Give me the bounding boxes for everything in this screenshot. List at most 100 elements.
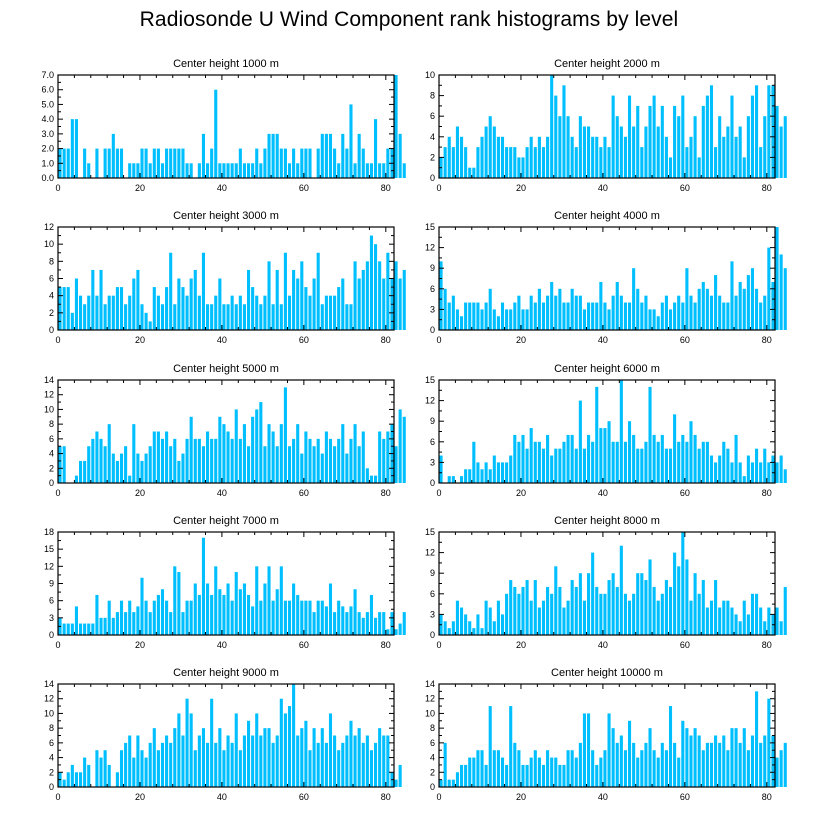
bar-rank-15 <box>119 600 124 635</box>
bar-rank-60 <box>685 441 689 483</box>
bar-rank-70 <box>345 612 349 635</box>
bar-rank-39 <box>599 281 603 330</box>
bar-rank-31 <box>566 302 570 330</box>
bar-rank-22 <box>529 295 533 330</box>
bar-rank-27 <box>169 252 173 330</box>
x-tick-label: 60 <box>680 488 690 498</box>
bar-rank-84 <box>402 269 406 330</box>
bar-rank-77 <box>374 742 378 787</box>
bar-rank-47 <box>251 606 255 635</box>
bar-rank-81 <box>771 281 775 330</box>
bar-rank-61 <box>308 600 312 635</box>
bar-rank-55 <box>664 136 668 178</box>
bar-rank-84 <box>783 469 787 483</box>
bar-rank-58 <box>296 594 300 635</box>
bar-rank-61 <box>689 136 693 178</box>
bar-rank-54 <box>279 148 283 178</box>
x-tick-label: 40 <box>217 792 227 802</box>
bar-rank-11 <box>103 446 107 483</box>
bar-rank-59 <box>300 600 304 635</box>
bar-rank-28 <box>554 295 558 330</box>
bar-rank-13 <box>111 295 115 330</box>
bar-rank-13 <box>492 455 496 483</box>
histogram-panel-10: Center height 10000 m 0 20 40 60 80 0 2 4 6 8 10 12 1… <box>425 667 787 802</box>
bar-rank-13 <box>111 453 115 483</box>
bar-rank-72 <box>353 735 357 787</box>
bar-rank-38 <box>595 586 599 635</box>
bar-rank-50 <box>263 148 267 178</box>
bar-rank-82 <box>394 629 398 635</box>
bar-rank-1 <box>443 147 447 178</box>
bar-rank-75 <box>746 275 750 330</box>
bar-rank-8 <box>472 628 476 635</box>
bar-rank-69 <box>341 424 345 483</box>
bar-rank-74 <box>742 476 746 483</box>
bar-rank-81 <box>390 612 394 635</box>
bar-rank-62 <box>312 446 316 483</box>
bar-rank-23 <box>533 147 537 178</box>
bar-rank-35 <box>201 252 206 330</box>
bar-rank-18 <box>513 302 517 330</box>
bar-rank-67 <box>333 612 337 635</box>
bar-rank-32 <box>570 288 574 330</box>
bar-rank-55 <box>283 252 287 330</box>
bar-rank-29 <box>558 764 562 787</box>
bar-rank-70 <box>345 453 349 483</box>
bar-rank-69 <box>722 302 726 330</box>
bar-rank-80 <box>386 629 390 635</box>
bar-rank-53 <box>656 600 660 635</box>
bar-rank-77 <box>374 244 378 330</box>
bar-rank-5 <box>78 772 83 787</box>
bar-rank-46 <box>246 720 251 787</box>
bar-rank-71 <box>349 606 353 635</box>
bar-rank-25 <box>160 742 165 787</box>
bar-rank-76 <box>369 475 374 483</box>
bar-rank-7 <box>468 167 472 178</box>
bar-rank-63 <box>697 593 701 635</box>
bar-rank-37 <box>210 304 214 330</box>
bar-rank-61 <box>689 600 693 635</box>
bar-rank-48 <box>636 757 640 787</box>
bar-rank-78 <box>759 462 763 483</box>
bar-rank-16 <box>505 309 509 330</box>
x-tick-label: 40 <box>217 335 227 345</box>
bar-rank-33 <box>193 269 197 330</box>
y-tick-label: 0.0 <box>41 173 54 183</box>
bar-rank-19 <box>136 453 140 483</box>
bar-rank-80 <box>767 462 771 483</box>
bar-rank-72 <box>734 136 738 178</box>
bar-rank-14 <box>115 460 119 483</box>
bar-rank-35 <box>582 126 587 178</box>
bar-rank-12 <box>107 424 111 483</box>
bar-rank-73 <box>357 278 361 330</box>
y-tick-label: 8 <box>49 419 54 429</box>
bar-rank-17 <box>509 147 513 178</box>
bar-rank-67 <box>333 295 337 330</box>
bar-rank-7 <box>87 295 91 330</box>
bar-rank-0 <box>439 779 443 787</box>
bar-rank-20 <box>521 586 525 635</box>
bar-rank-27 <box>169 742 173 787</box>
bar-rank-53 <box>656 316 660 330</box>
bar-rank-31 <box>185 295 189 330</box>
bar-rank-26 <box>165 735 169 787</box>
bar-rank-58 <box>296 424 300 483</box>
bar-rank-68 <box>337 600 341 635</box>
bar-rank-58 <box>677 441 681 483</box>
bar-rank-75 <box>746 750 750 787</box>
bar-rank-75 <box>746 116 750 178</box>
bar-rank-79 <box>763 621 767 635</box>
bar-rank-15 <box>500 757 505 787</box>
bar-rank-4 <box>74 606 78 635</box>
bar-rank-77 <box>755 448 759 483</box>
x-tick-label: 40 <box>217 488 227 498</box>
bar-rank-21 <box>144 757 148 787</box>
bar-rank-12 <box>107 295 111 330</box>
bar-rank-20 <box>521 764 525 787</box>
x-tick-label: 0 <box>436 183 441 193</box>
x-tick-label: 0 <box>436 335 441 345</box>
bar-rank-1 <box>62 779 66 787</box>
bar-rank-57 <box>292 148 296 178</box>
bar-rank-14 <box>115 772 119 787</box>
bar-rank-9 <box>95 594 99 635</box>
